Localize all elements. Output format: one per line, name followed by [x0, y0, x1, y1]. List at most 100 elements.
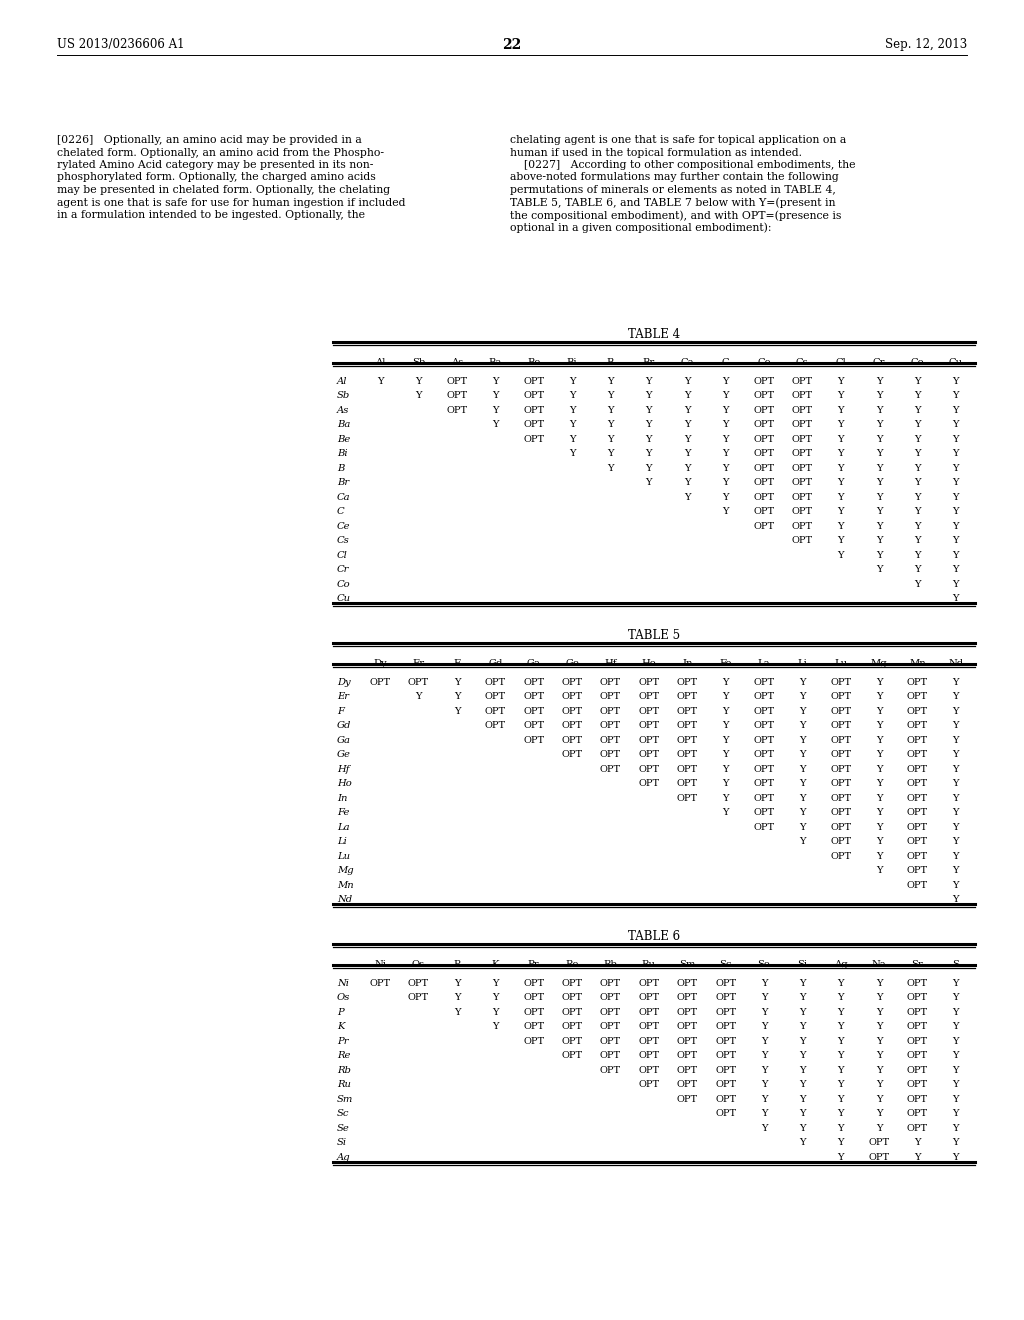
Text: Y: Y — [722, 450, 729, 458]
Text: Y: Y — [568, 378, 575, 385]
Text: may be presented in chelated form. Optionally, the chelating: may be presented in chelated form. Optio… — [57, 185, 390, 195]
Text: Y: Y — [876, 1096, 883, 1104]
Text: Y: Y — [799, 751, 806, 759]
Text: OPT: OPT — [907, 1038, 928, 1045]
Text: OPT: OPT — [677, 693, 697, 701]
Text: OPT: OPT — [907, 678, 928, 686]
Text: OPT: OPT — [677, 1023, 697, 1031]
Text: Y: Y — [645, 421, 652, 429]
Text: Y: Y — [761, 1008, 767, 1016]
Text: Y: Y — [952, 1081, 959, 1089]
Text: OPT: OPT — [715, 994, 736, 1002]
Text: OPT: OPT — [677, 737, 697, 744]
Text: Y: Y — [876, 808, 883, 817]
Text: in a formulation intended to be ingested. Optionally, the: in a formulation intended to be ingested… — [57, 210, 365, 220]
Text: Y: Y — [607, 436, 613, 444]
Text: Y: Y — [914, 450, 921, 458]
Text: Y: Y — [799, 837, 806, 846]
Text: OPT: OPT — [561, 678, 583, 686]
Text: Y: Y — [722, 378, 729, 385]
Text: Se: Se — [758, 960, 770, 969]
Text: OPT: OPT — [561, 722, 583, 730]
Text: OPT: OPT — [484, 708, 506, 715]
Text: Y: Y — [876, 837, 883, 846]
Text: OPT: OPT — [561, 693, 583, 701]
Text: Y: Y — [722, 737, 729, 744]
Text: Y: Y — [876, 1110, 883, 1118]
Text: Y: Y — [838, 463, 844, 473]
Text: OPT: OPT — [408, 994, 429, 1002]
Text: Y: Y — [722, 808, 729, 817]
Text: Y: Y — [838, 521, 844, 531]
Text: OPT: OPT — [677, 1096, 697, 1104]
Text: OPT: OPT — [754, 766, 774, 774]
Text: Y: Y — [568, 421, 575, 429]
Text: Y: Y — [914, 536, 921, 545]
Text: Y: Y — [838, 1008, 844, 1016]
Text: Y: Y — [684, 463, 690, 473]
Text: OPT: OPT — [523, 1038, 544, 1045]
Text: OPT: OPT — [370, 979, 391, 987]
Text: Y: Y — [684, 407, 690, 414]
Text: Y: Y — [722, 793, 729, 803]
Text: Be: Be — [527, 358, 541, 367]
Text: Rb: Rb — [603, 960, 617, 969]
Text: OPT: OPT — [792, 436, 813, 444]
Text: OPT: OPT — [907, 994, 928, 1002]
Text: Y: Y — [876, 851, 883, 861]
Text: Y: Y — [454, 708, 460, 715]
Text: Cu: Cu — [949, 358, 963, 367]
Text: OPT: OPT — [754, 793, 774, 803]
Text: OPT: OPT — [677, 1008, 697, 1016]
Text: Hf: Hf — [604, 659, 616, 668]
Text: OPT: OPT — [907, 1123, 928, 1133]
Text: Y: Y — [607, 407, 613, 414]
Text: Ca: Ca — [337, 492, 350, 502]
Text: OPT: OPT — [600, 1038, 621, 1045]
Text: Y: Y — [952, 450, 959, 458]
Text: Si: Si — [337, 1138, 347, 1147]
Text: Y: Y — [952, 378, 959, 385]
Text: OPT: OPT — [677, 1038, 697, 1045]
Text: Er: Er — [337, 693, 349, 701]
Text: Y: Y — [876, 565, 883, 574]
Text: Y: Y — [914, 1152, 921, 1162]
Text: Y: Y — [645, 478, 652, 487]
Text: OPT: OPT — [484, 678, 506, 686]
Text: Li: Li — [798, 659, 807, 668]
Text: Y: Y — [914, 478, 921, 487]
Text: Ce: Ce — [757, 358, 771, 367]
Text: Y: Y — [684, 421, 690, 429]
Text: OPT: OPT — [907, 737, 928, 744]
Text: Ni: Ni — [337, 979, 349, 987]
Text: OPT: OPT — [523, 722, 544, 730]
Text: OPT: OPT — [830, 737, 851, 744]
Text: Y: Y — [952, 550, 959, 560]
Text: Re: Re — [337, 1052, 350, 1060]
Text: Y: Y — [838, 392, 844, 400]
Text: Y: Y — [493, 979, 499, 987]
Text: OPT: OPT — [677, 780, 697, 788]
Text: OPT: OPT — [408, 979, 429, 987]
Text: Os: Os — [412, 960, 425, 969]
Text: Y: Y — [952, 1123, 959, 1133]
Text: OPT: OPT — [792, 521, 813, 531]
Text: Y: Y — [607, 421, 613, 429]
Text: Y: Y — [952, 822, 959, 832]
Text: Y: Y — [761, 979, 767, 987]
Text: Y: Y — [914, 463, 921, 473]
Text: OPT: OPT — [754, 478, 774, 487]
Text: Y: Y — [952, 1008, 959, 1016]
Text: Y: Y — [952, 1096, 959, 1104]
Text: Gd: Gd — [488, 659, 503, 668]
Text: Sc: Sc — [337, 1110, 349, 1118]
Text: OPT: OPT — [792, 407, 813, 414]
Text: Sc: Sc — [719, 960, 732, 969]
Text: Y: Y — [761, 1067, 767, 1074]
Text: Dy: Dy — [337, 678, 350, 686]
Text: OPT: OPT — [754, 678, 774, 686]
Text: Y: Y — [722, 421, 729, 429]
Text: Y: Y — [876, 780, 883, 788]
Text: In: In — [337, 793, 347, 803]
Text: OPT: OPT — [754, 822, 774, 832]
